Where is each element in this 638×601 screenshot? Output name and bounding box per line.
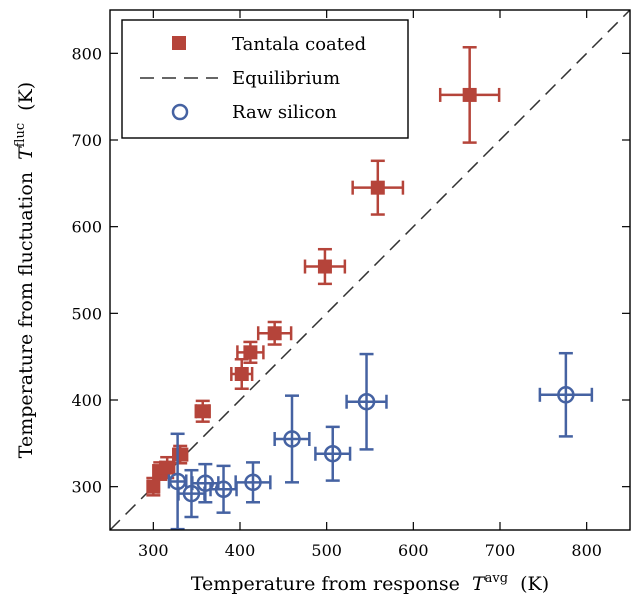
data-point-square: [234, 367, 249, 381]
data-point-circle: [214, 480, 233, 499]
legend-box: [121, 19, 409, 139]
data-point-square: [462, 87, 477, 102]
x-tick-label: 800: [571, 541, 602, 560]
y-axis-unit: (K): [15, 82, 37, 111]
legend: Tantala coated Equilibrium Raw silicon: [121, 19, 409, 139]
data-point-circle: [196, 474, 215, 492]
y-tick-label: 600: [71, 218, 102, 237]
y-tick-label: 500: [71, 304, 102, 323]
data-point-square: [243, 345, 258, 360]
data-point-square: [370, 180, 385, 195]
legend-square-marker: [172, 36, 186, 50]
x-axis-label: Temperature from response Tavg (K): [191, 565, 549, 595]
data-point-square: [195, 404, 210, 419]
data-point-circle: [244, 473, 262, 492]
x-tick-label: 300: [138, 541, 169, 560]
x-tick-label: 400: [225, 541, 256, 560]
data-point-square: [146, 479, 161, 494]
legend-circle-marker: [171, 103, 189, 121]
data-point-circle: [283, 430, 301, 448]
x-tick-label: 700: [485, 541, 516, 560]
tick-labels: 300 400 500 600 700 800 300 400 500 600 700 800: [71, 44, 601, 560]
y-axis-symbol: T: [15, 146, 37, 160]
plot-frame: [109, 9, 631, 531]
x-tick-label: 600: [398, 541, 429, 560]
y-axis-superscript: fluc: [13, 123, 28, 147]
legend-label-raw-silicon: Raw silicon: [232, 102, 337, 123]
y-tick-label: 800: [71, 44, 102, 63]
data-point-circle: [323, 444, 342, 463]
equilibrium-line: [109, 9, 631, 531]
legend-label-tantala: Tantala coated: [232, 34, 366, 55]
y-tick-label: 700: [71, 131, 102, 150]
x-tick-label: 500: [311, 541, 342, 560]
ticks: [110, 10, 630, 530]
data-point-square: [173, 447, 188, 462]
x-axis-symbol: T: [472, 573, 486, 595]
raw-silicon-series: [167, 351, 594, 531]
data-point-circle: [357, 392, 376, 411]
y-axis-label: Temperature from fluctuation Tfluc (K): [7, 82, 37, 458]
data-point-square: [160, 460, 175, 475]
y-axis-label-text: Temperature from fluctuation: [15, 172, 37, 458]
legend-label-equilibrium: Equilibrium: [232, 68, 340, 89]
data-point-square: [267, 326, 282, 341]
x-axis-superscript: avg: [485, 571, 508, 586]
x-axis-unit: (K): [520, 573, 549, 595]
y-tick-label: 300: [71, 478, 102, 497]
data-point-circle: [557, 386, 575, 404]
data-point-square: [317, 259, 332, 274]
equilibrium-line-group: [109, 9, 631, 531]
y-tick-label: 400: [71, 391, 102, 410]
x-axis-label-text: Temperature from response: [191, 573, 460, 595]
